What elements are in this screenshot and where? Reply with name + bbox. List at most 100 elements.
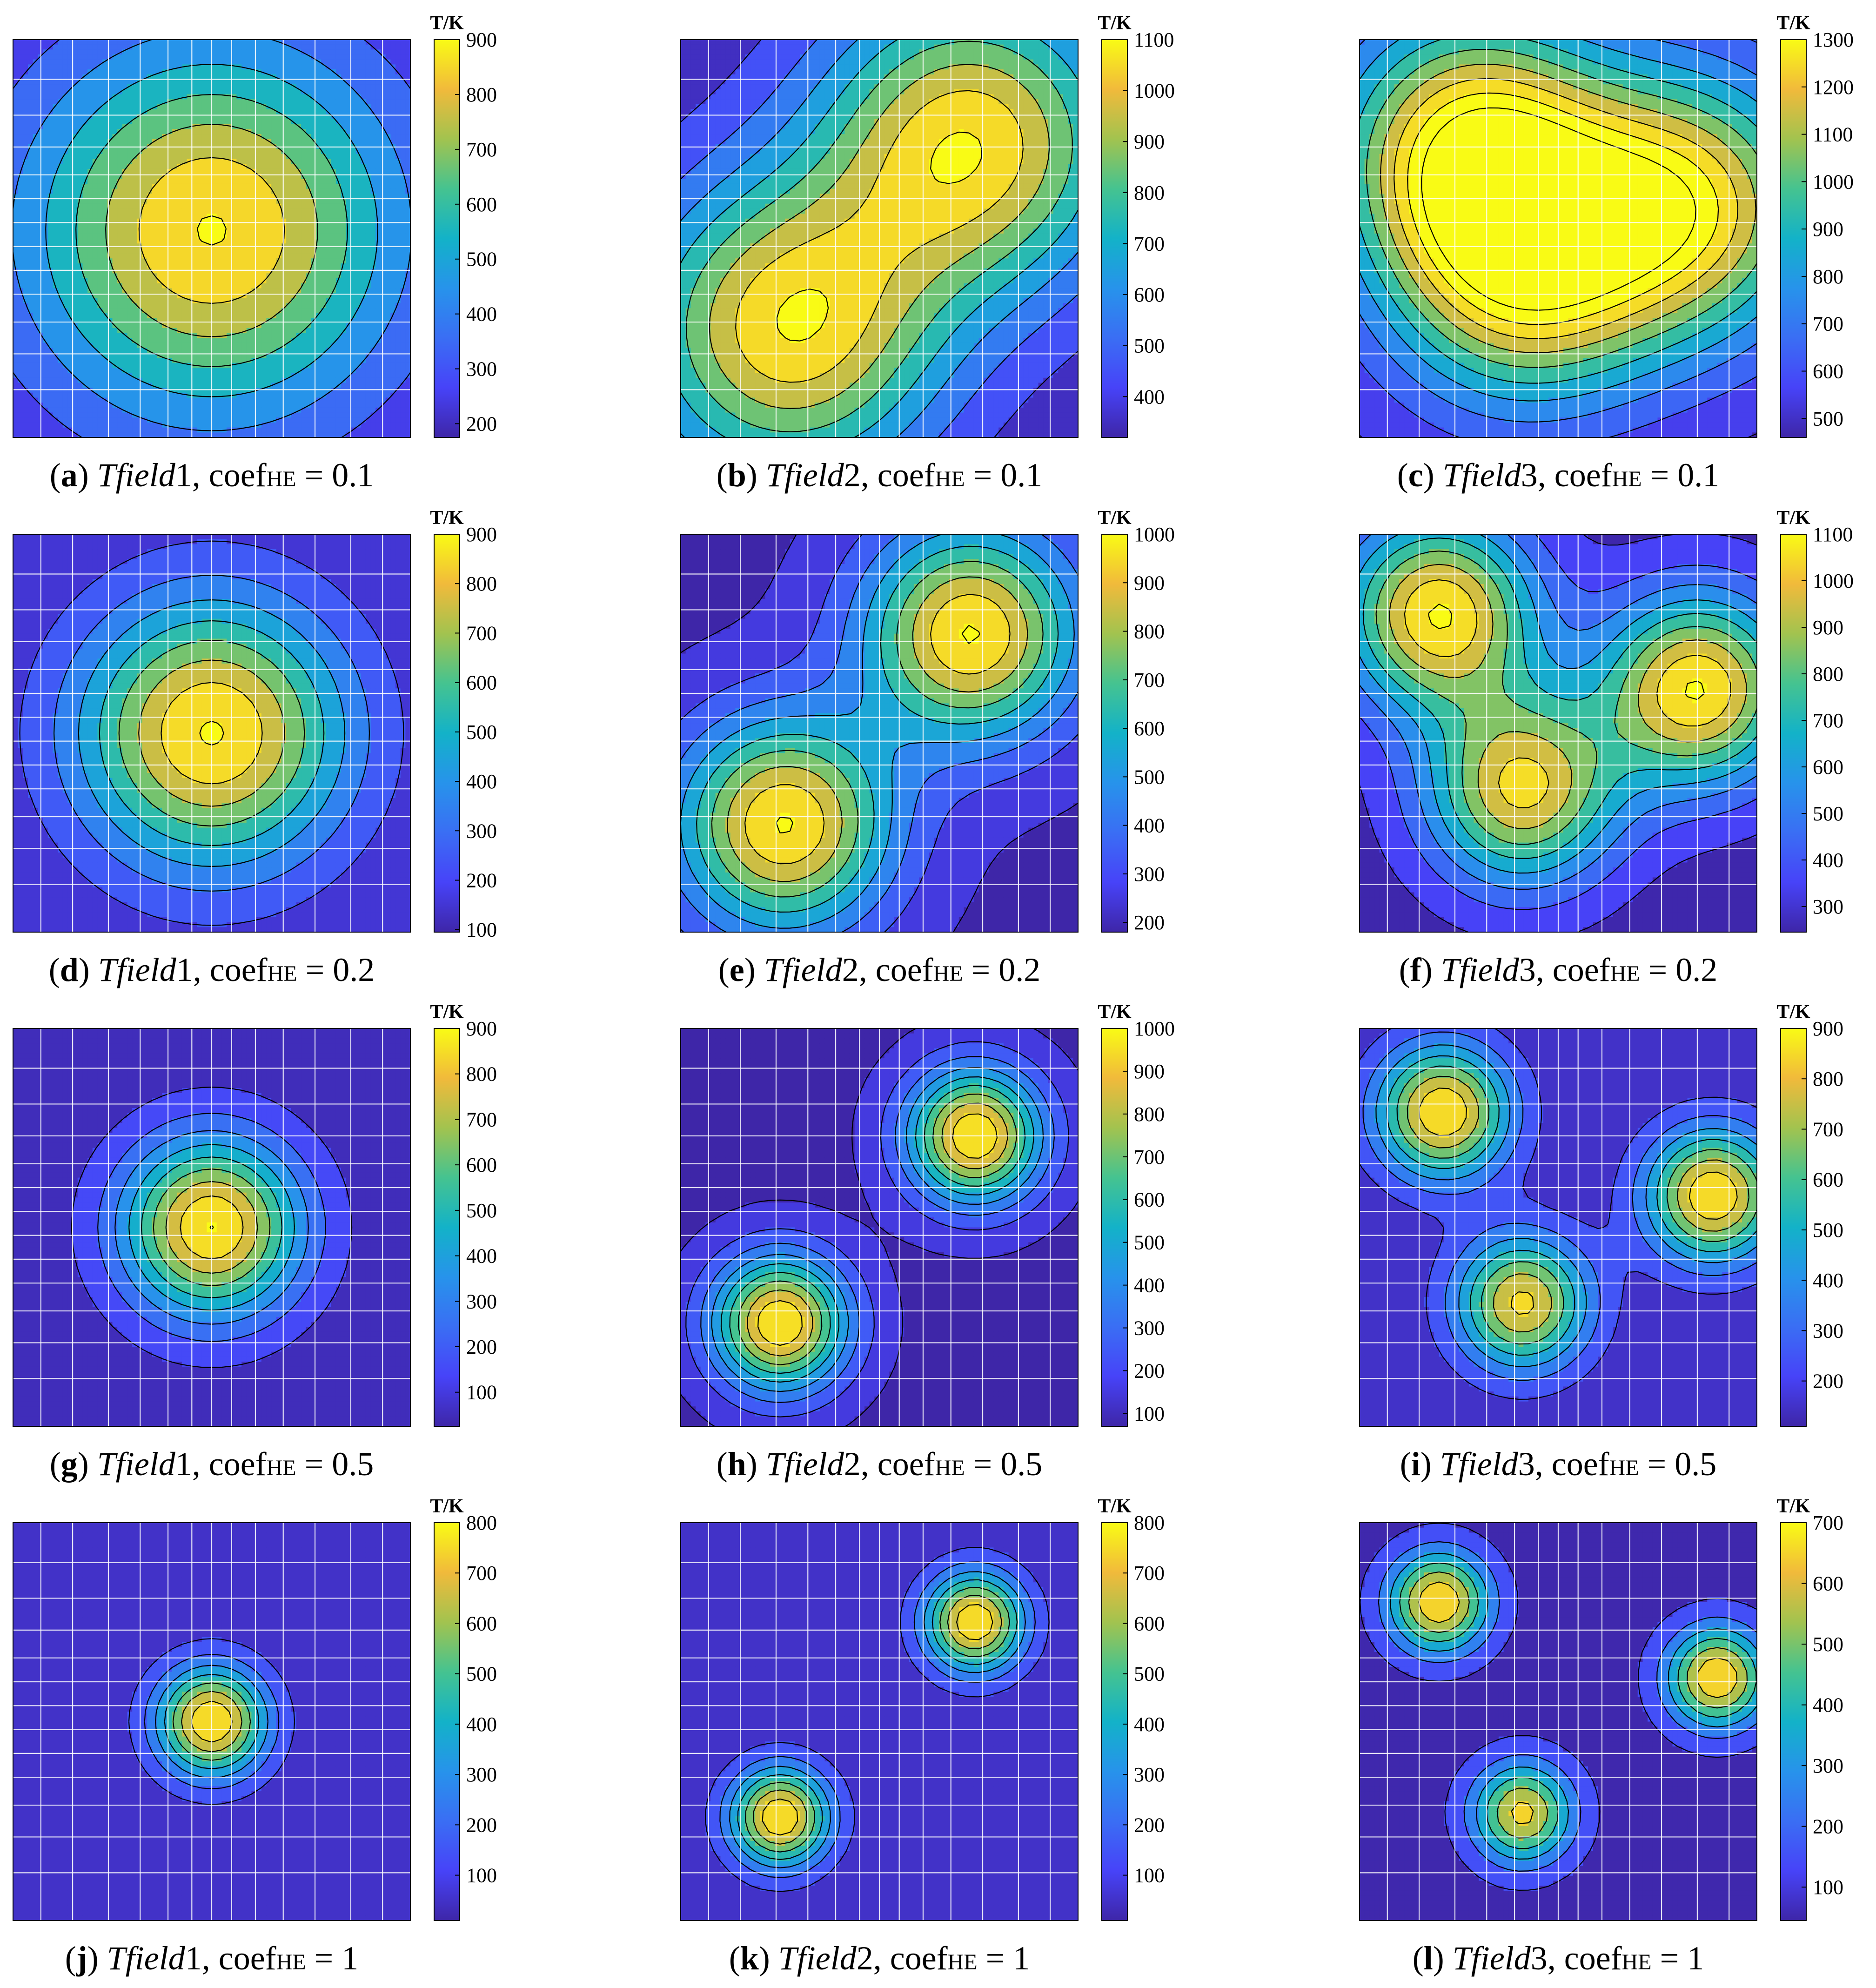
- heatmap-cell: [142, 208, 147, 214]
- heatmap-cell: [73, 119, 78, 124]
- heatmap-cell: [271, 99, 276, 104]
- heatmap-cell: [157, 208, 162, 214]
- heatmap-cell: [78, 278, 83, 283]
- heatmap-cell: [192, 278, 197, 283]
- heatmap-cell: [197, 398, 202, 403]
- heatmap-cell: [256, 288, 261, 293]
- heatmap-cell: [147, 49, 152, 54]
- heatmap-cell: [256, 124, 261, 129]
- heatmap-cell: [97, 283, 102, 289]
- heatmap-cell: [296, 328, 301, 333]
- heatmap-cell: [132, 333, 137, 338]
- heatmap-cell: [127, 278, 133, 283]
- heatmap-cell: [157, 184, 162, 189]
- heatmap-cell: [276, 99, 281, 104]
- heatmap-cell: [316, 388, 321, 393]
- heatmap-cell: [232, 363, 237, 368]
- heatmap-cell: [82, 413, 87, 418]
- heatmap-cell: [132, 109, 137, 114]
- heatmap-cell: [33, 208, 38, 214]
- heatmap-cell: [296, 109, 301, 114]
- heatmap-cell: [117, 348, 122, 353]
- heatmap-cell: [87, 84, 93, 89]
- heatmap-cell: [291, 184, 296, 189]
- heatmap-cell: [202, 398, 207, 403]
- heatmap-cell: [13, 368, 18, 373]
- heatmap-cell: [18, 49, 23, 54]
- heatmap-cell: [53, 84, 58, 89]
- heatmap-cell: [63, 358, 68, 363]
- heatmap-cell: [142, 303, 147, 308]
- heatmap-cell: [256, 80, 261, 85]
- heatmap-cell: [28, 288, 33, 293]
- heatmap-cell: [217, 40, 222, 45]
- heatmap-cell: [241, 80, 247, 85]
- heatmap-cell: [197, 134, 202, 139]
- heatmap-cell: [33, 313, 38, 318]
- heatmap-cell: [152, 99, 157, 104]
- heatmap-cell: [87, 298, 93, 303]
- heatmap-cell: [202, 104, 207, 109]
- heatmap-cell: [23, 358, 28, 363]
- heatmap-cell: [142, 283, 147, 289]
- heatmap-cell: [157, 393, 162, 398]
- heatmap-cell: [236, 208, 241, 214]
- heatmap-cell: [232, 373, 237, 378]
- heatmap-cell: [301, 239, 306, 244]
- heatmap-cell: [93, 89, 98, 94]
- heatmap-cell: [247, 338, 252, 343]
- heatmap-cell: [236, 149, 241, 154]
- heatmap-cell: [28, 199, 33, 204]
- heatmap-cell: [147, 358, 152, 363]
- heatmap-cell: [192, 129, 197, 134]
- heatmap-cell: [276, 80, 281, 85]
- heatmap-cell: [177, 169, 182, 174]
- heatmap-cell: [306, 204, 311, 209]
- heatmap-cell: [113, 413, 118, 418]
- heatmap-cell: [63, 417, 68, 423]
- heatmap-cell: [23, 208, 28, 214]
- heatmap-cell: [58, 64, 63, 69]
- heatmap-cell: [122, 104, 127, 109]
- heatmap-cell: [93, 129, 98, 134]
- heatmap-cell: [152, 363, 157, 368]
- heatmap-cell: [28, 263, 33, 269]
- heatmap-cell: [162, 432, 167, 437]
- heatmap-cell: [301, 134, 306, 139]
- heatmap-cell: [241, 432, 247, 437]
- heatmap-cell: [271, 164, 276, 169]
- heatmap-cell: [87, 80, 93, 85]
- heatmap-cell: [28, 84, 33, 89]
- heatmap-cell: [276, 64, 281, 69]
- heatmap-cell: [306, 139, 311, 144]
- heatmap-cell: [232, 403, 237, 408]
- heatmap-cell: [247, 94, 252, 100]
- heatmap-cell: [33, 363, 38, 368]
- heatmap-cell: [82, 94, 87, 100]
- heatmap-cell: [113, 69, 118, 74]
- heatmap-cell: [247, 403, 252, 408]
- heatmap-cell: [58, 54, 63, 60]
- heatmap-cell: [157, 363, 162, 368]
- heatmap-cell: [122, 94, 127, 100]
- heatmap-cell: [102, 119, 107, 124]
- heatmap-cell: [291, 179, 296, 184]
- heatmap-cell: [172, 214, 177, 219]
- heatmap-cell: [247, 69, 252, 74]
- heatmap-cell: [202, 378, 207, 383]
- heatmap-cell: [212, 273, 217, 278]
- heatmap-cell: [281, 258, 286, 263]
- heatmap-cell: [301, 99, 306, 104]
- heatmap-cell: [296, 134, 301, 139]
- heatmap-cell: [113, 84, 118, 89]
- heatmap-cell: [212, 169, 217, 174]
- heatmap-cell: [117, 164, 122, 169]
- heatmap-cell: [63, 408, 68, 413]
- heatmap-cell: [157, 338, 162, 343]
- heatmap-cell: [197, 328, 202, 333]
- heatmap-cell: [43, 179, 48, 184]
- heatmap-cell: [197, 54, 202, 60]
- heatmap-cell: [177, 313, 182, 318]
- heatmap-cell: [48, 208, 53, 214]
- heatmap-cell: [316, 64, 321, 69]
